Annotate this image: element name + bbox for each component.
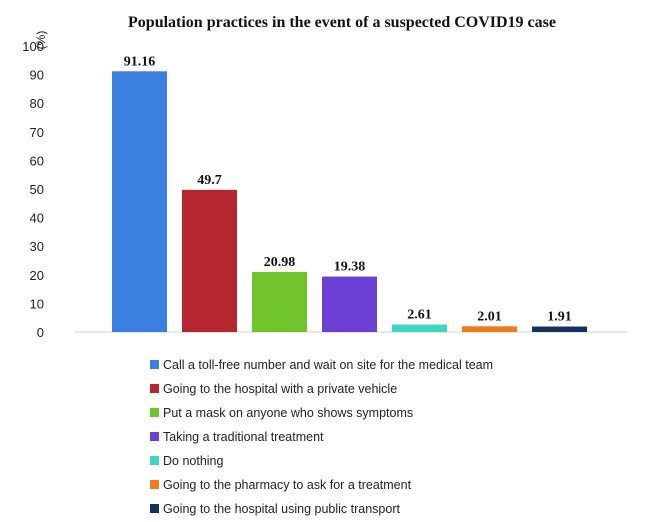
- bar-value-label: 49.7: [197, 173, 222, 188]
- legend-item-label: Going to the pharmacy to ask for a treat…: [163, 478, 412, 492]
- legend-swatch: [150, 360, 159, 369]
- legend-swatch: [150, 480, 159, 489]
- y-tick-label: 100: [22, 39, 44, 54]
- chart-title: Population practices in the event of a s…: [128, 14, 556, 31]
- bars: [112, 71, 587, 332]
- y-axis-ticks: 0 10 20 30 40 50 60 70 80 90 100: [22, 39, 44, 340]
- bar: [322, 276, 377, 332]
- y-tick-label: 80: [30, 96, 44, 111]
- y-tick-label: 0: [37, 325, 44, 340]
- legend-item-label: Going to the hospital with a private veh…: [163, 382, 397, 396]
- legend-swatch: [150, 432, 159, 441]
- bar-value-label: 19.38: [334, 260, 366, 275]
- bar-value-label: 1.91: [547, 310, 572, 325]
- y-tick-label: 20: [30, 268, 44, 283]
- legend-item-label: Put a mask on anyone who shows symptoms: [163, 406, 413, 420]
- legend-swatch: [150, 408, 159, 417]
- y-axis-unit-label: (%): [34, 31, 48, 50]
- legend-swatch: [150, 456, 159, 465]
- legend-swatch: [150, 504, 159, 513]
- bar-value-label: 91.16: [124, 54, 156, 69]
- data-labels: 91.16 49.7 20.98 19.38 2.61 2.01 1.91: [124, 54, 572, 324]
- legend-item-label: Call a toll-free number and wait on site…: [163, 358, 493, 372]
- legend-item-label: Going to the hospital using public trans…: [163, 502, 400, 516]
- bar: [112, 71, 167, 332]
- legend-item-label: Taking a traditional treatment: [163, 430, 324, 444]
- bar: [532, 326, 587, 332]
- y-tick-label: 30: [30, 239, 44, 254]
- y-tick-label: 60: [30, 153, 44, 168]
- bar: [462, 326, 517, 332]
- bar: [392, 324, 447, 332]
- bar: [252, 271, 307, 332]
- bar-value-label: 20.98: [264, 255, 296, 270]
- y-tick-label: 40: [30, 211, 44, 226]
- bar: [182, 189, 237, 332]
- legend-swatch: [150, 384, 159, 393]
- legend: Call a toll-free number and wait on site…: [150, 358, 493, 516]
- legend-item-label: Do nothing: [163, 454, 224, 468]
- bar-value-label: 2.01: [477, 309, 502, 324]
- y-tick-label: 50: [30, 182, 44, 197]
- y-tick-label: 90: [30, 68, 44, 83]
- y-tick-label: 10: [30, 296, 44, 311]
- bar-value-label: 2.61: [407, 308, 432, 323]
- y-tick-label: 70: [30, 125, 44, 140]
